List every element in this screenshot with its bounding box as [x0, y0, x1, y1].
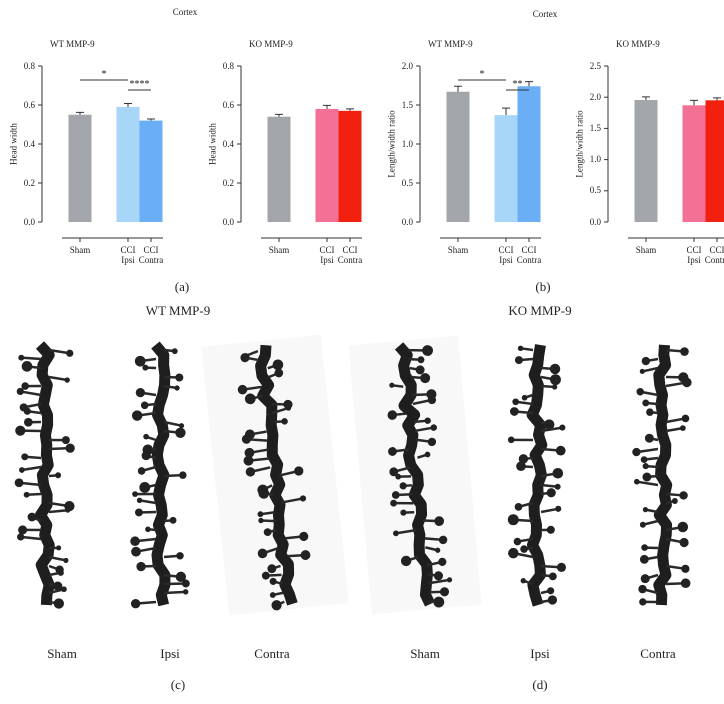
error-bar — [454, 85, 462, 92]
y-tick-label: 0.5 — [589, 185, 601, 196]
x-tick-label: Sham — [69, 245, 91, 255]
y-tick-label: 1.0 — [589, 154, 601, 165]
y-tick-label: 0.0 — [23, 216, 35, 227]
y-tick-label: 0.2 — [23, 177, 35, 188]
region-title: Cortex — [172, 7, 198, 17]
y-tick-label: 0.0 — [589, 216, 601, 227]
bar — [68, 114, 92, 222]
micrograph — [130, 340, 190, 610]
x-tick-label: CCI Contra — [516, 245, 542, 265]
panel-label: (a) — [174, 279, 190, 294]
error-bar — [690, 99, 698, 106]
region-title: Cortex — [532, 9, 558, 19]
bar — [517, 86, 541, 222]
image-group-title: KO MMP-9 — [508, 303, 572, 318]
x-tick-label: CCI Contra — [138, 245, 164, 265]
chart-title: WT MMP-9 — [50, 39, 95, 49]
bar — [634, 100, 658, 222]
y-tick-label: 0.0 — [401, 216, 413, 227]
y-tick-label: 0.4 — [222, 138, 234, 149]
x-tick-label: CCI Contra — [704, 245, 724, 265]
y-axis-label: Length/width ratio — [574, 110, 585, 178]
y-tick-label: 2.0 — [589, 91, 601, 102]
panel-label: (b) — [535, 279, 551, 294]
image-label: Sham — [410, 646, 440, 661]
bar — [494, 115, 518, 222]
error-bar — [713, 97, 721, 101]
y-tick-label: 1.5 — [589, 122, 601, 133]
error-bar — [275, 113, 283, 117]
bar — [338, 110, 362, 222]
error-bar — [124, 102, 132, 107]
x-tick-label: CCI Ipsi — [319, 245, 335, 265]
y-tick-label: 0.8 — [23, 60, 35, 71]
chart-title: KO MMP-9 — [616, 39, 660, 49]
micrograph — [14, 340, 75, 610]
image-label: Ipsi — [160, 646, 180, 661]
significance-label: * — [101, 69, 107, 80]
x-tick-label: CCI Ipsi — [498, 245, 514, 265]
x-tick-label: CCI Ipsi — [120, 245, 136, 265]
significance-label: **** — [129, 79, 150, 90]
error-bar — [346, 108, 354, 111]
bar — [116, 106, 140, 222]
image-label: Ipsi — [530, 646, 550, 661]
image-label: Sham — [47, 646, 77, 661]
error-bar — [502, 107, 510, 116]
error-bar — [147, 118, 155, 121]
image-group-title: WT MMP-9 — [145, 303, 211, 318]
bar — [315, 108, 339, 222]
bar — [267, 116, 291, 222]
bar — [139, 120, 163, 222]
y-tick-label: 0.5 — [401, 177, 413, 188]
bar — [682, 105, 706, 222]
micrograph — [617, 340, 707, 610]
micrograph — [348, 335, 482, 615]
y-tick-label: 0.0 — [222, 216, 234, 227]
y-tick-label: 2.5 — [589, 60, 601, 71]
image-label: Contra — [254, 646, 290, 661]
bar — [446, 91, 470, 223]
y-tick-label: 0.8 — [222, 60, 234, 71]
chart-title: KO MMP-9 — [249, 39, 293, 49]
panel-label: (d) — [532, 677, 548, 692]
error-bar — [76, 111, 84, 115]
y-tick-label: 1.5 — [401, 99, 413, 110]
x-tick-label: Sham — [447, 245, 469, 255]
micrograph — [502, 340, 572, 610]
bar — [705, 100, 724, 222]
error-bar — [323, 104, 331, 109]
image-label: Contra — [640, 646, 676, 661]
y-tick-label: 2.0 — [401, 60, 413, 71]
x-tick-label: Sham — [635, 245, 657, 255]
error-bar — [642, 96, 650, 101]
y-tick-label: 0.6 — [222, 99, 234, 110]
panel-label: (c) — [170, 677, 186, 692]
x-tick-label: CCI Contra — [337, 245, 363, 265]
y-tick-label: 1.0 — [401, 138, 413, 149]
y-tick-label: 0.6 — [23, 99, 35, 110]
x-tick-label: CCI Ipsi — [686, 245, 702, 265]
micrograph — [201, 334, 349, 616]
y-tick-label: 0.4 — [23, 138, 35, 149]
significance-label: ** — [512, 79, 523, 90]
y-tick-label: 0.2 — [222, 177, 234, 188]
error-bar — [525, 81, 533, 87]
chart-title: WT MMP-9 — [428, 39, 473, 49]
x-tick-label: Sham — [268, 245, 290, 255]
significance-label: * — [479, 69, 485, 80]
